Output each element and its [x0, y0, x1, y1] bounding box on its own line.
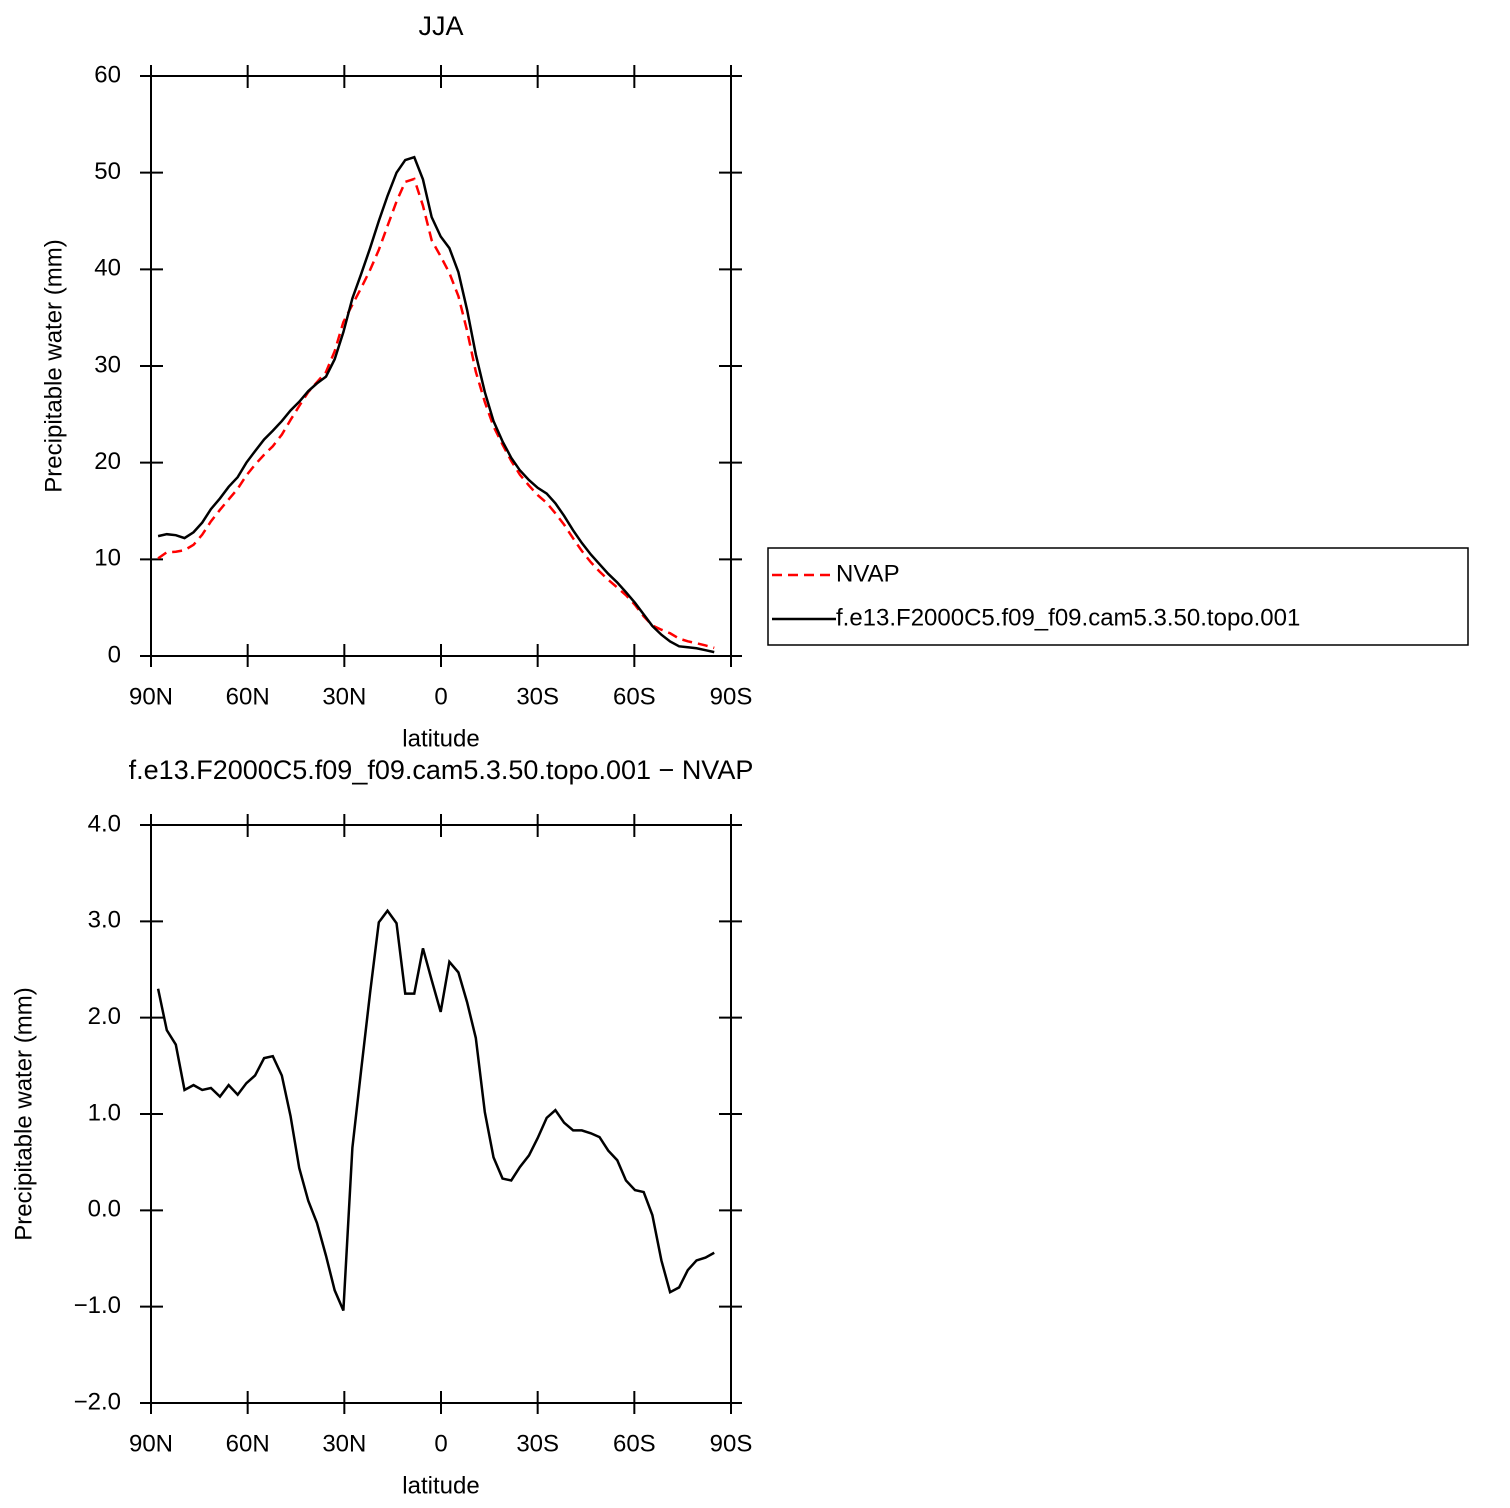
- y-tick-label: 4.0: [88, 810, 121, 837]
- data-line: [157, 177, 715, 650]
- x-axis-label: latitude: [402, 1472, 479, 1499]
- y-tick-label: −1.0: [74, 1292, 121, 1319]
- y-tick-label: 20: [94, 448, 121, 475]
- y-tick-label: 40: [94, 255, 121, 282]
- x-tick-label: 30N: [322, 683, 366, 710]
- x-tick-label: 60S: [613, 1430, 656, 1457]
- y-axis-label: Precipitable water (mm): [40, 239, 67, 492]
- x-tick-label: 30S: [516, 1430, 559, 1457]
- y-tick-label: 2.0: [88, 1003, 121, 1030]
- chart-title: f.e13.F2000C5.f09_f09.cam5.3.50.topo.001…: [129, 755, 754, 785]
- x-tick-label: 90N: [129, 683, 173, 710]
- plot-frame: [150, 824, 732, 1404]
- y-tick-label: 30: [94, 351, 121, 378]
- x-tick-label: 0: [434, 1430, 447, 1457]
- x-tick-label: 30N: [322, 1430, 366, 1457]
- y-tick-label: −2.0: [74, 1388, 121, 1415]
- x-tick-label: 90N: [129, 1430, 173, 1457]
- x-tick-label: 90S: [710, 683, 753, 710]
- x-tick-label: 0: [434, 683, 447, 710]
- x-tick-label: 30S: [516, 683, 559, 710]
- data-line: [157, 155, 715, 654]
- legend-label: NVAP: [836, 560, 900, 587]
- x-tick-label: 60S: [613, 683, 656, 710]
- x-tick-label: 90S: [710, 1430, 753, 1457]
- y-tick-label: 1.0: [88, 1099, 121, 1126]
- chart-title: JJA: [418, 11, 463, 41]
- x-tick-label: 60N: [226, 1430, 270, 1457]
- x-axis-label: latitude: [402, 725, 479, 752]
- y-tick-label: 50: [94, 158, 121, 185]
- y-axis-label: Precipitable water (mm): [10, 987, 37, 1240]
- y-tick-label: 0: [108, 641, 121, 668]
- plot-frame: [150, 75, 732, 657]
- legend-box: [767, 547, 1469, 646]
- x-tick-label: 60N: [226, 683, 270, 710]
- legend-label: f.e13.F2000C5.f09_f09.cam5.3.50.topo.001: [836, 604, 1300, 631]
- y-tick-label: 0.0: [88, 1196, 121, 1223]
- y-tick-label: 60: [94, 61, 121, 88]
- y-tick-label: 3.0: [88, 907, 121, 934]
- panel: −2.0 −1.0 0.0 1.0 2.0 3.0 4.0 90N 60N 30N 0 30S 60S 9…: [10, 755, 753, 1499]
- data-line: [156, 908, 715, 1312]
- y-tick-label: 10: [94, 545, 121, 572]
- panel: 0 10 20 30 40 50 60 90N 60N 30N 0 30S 60S 90S JJA latit…: [40, 11, 1469, 752]
